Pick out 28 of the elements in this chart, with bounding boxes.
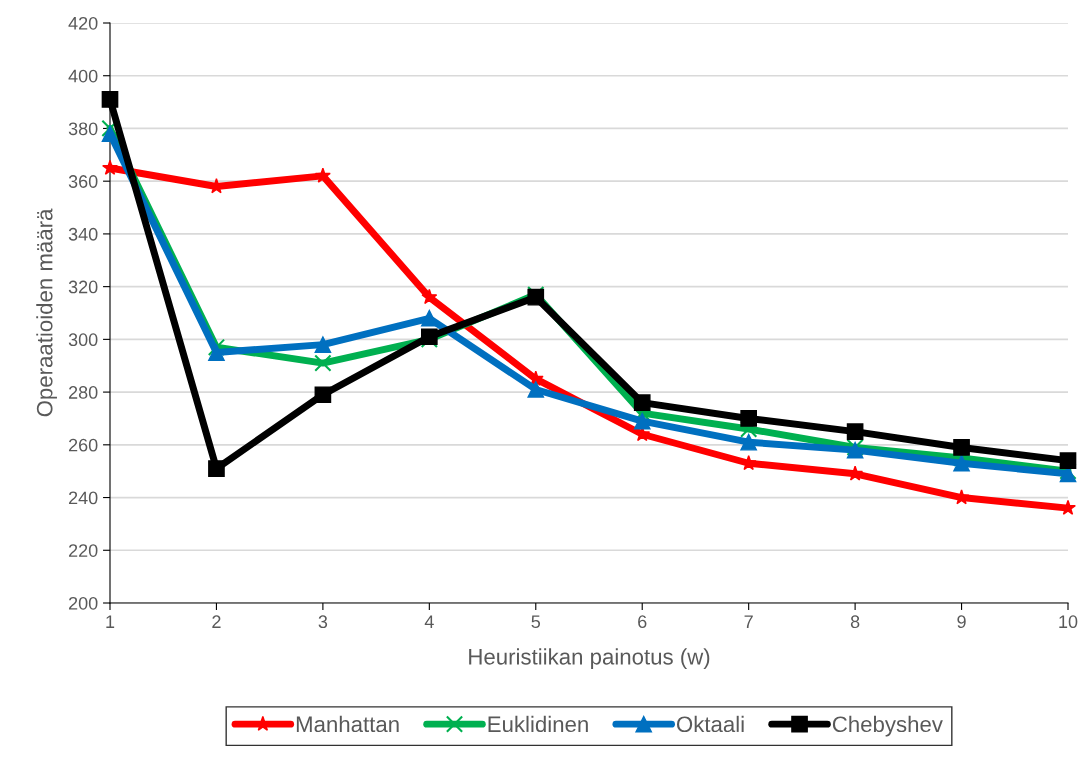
x-tick-label: 10 <box>1059 615 1078 629</box>
legend-label: Chebyshev <box>832 715 943 737</box>
y-tick-label: 340 <box>68 227 98 241</box>
x-tick-label: 2 <box>212 615 221 628</box>
x-tick-label: 9 <box>957 615 966 629</box>
y-tick-label: 360 <box>68 175 98 188</box>
y-tick-label: 280 <box>68 386 98 399</box>
y-tick-label: 320 <box>68 280 98 294</box>
legend-label: Euklidinen <box>488 715 588 733</box>
y-tick-label: 300 <box>68 333 98 347</box>
y-tick-label: 380 <box>68 122 98 136</box>
y-tick-label: 260 <box>68 438 98 452</box>
x-tick-label: 7 <box>744 615 753 628</box>
x-tick-label: 3 <box>318 615 328 629</box>
legend-label: Oktaali <box>676 715 744 733</box>
x-tick-label: 5 <box>531 615 541 629</box>
y-tick-label: 220 <box>68 544 98 557</box>
legend-label: Manhattan <box>296 715 399 733</box>
y-tick-label: 420 <box>68 16 98 30</box>
y-tick-label: 240 <box>68 491 98 505</box>
x-tick-label: 1 <box>106 615 115 628</box>
y-tick-label: 200 <box>68 596 98 610</box>
x-tick-label: 4 <box>424 615 434 628</box>
x-tick-label: 6 <box>638 615 647 629</box>
x-axis-title: Heuristiikan painotus (w) <box>469 648 710 670</box>
x-tick-label: 8 <box>850 615 860 629</box>
y-axis-title: Operaatioiden määrä <box>36 208 57 417</box>
y-tick-label: 400 <box>68 69 98 83</box>
